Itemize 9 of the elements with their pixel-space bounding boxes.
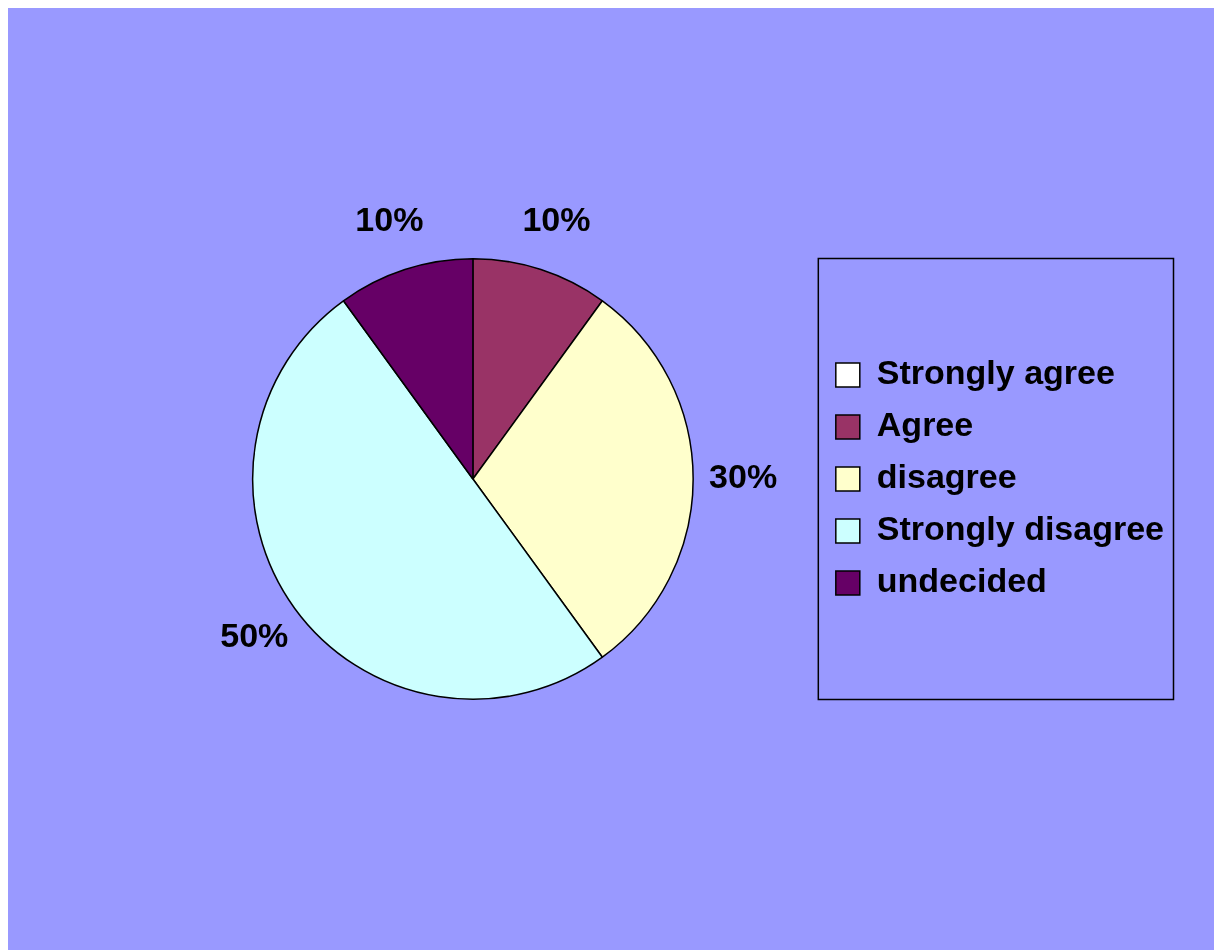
data-label: 10% bbox=[522, 200, 591, 239]
legend-label: undecided bbox=[876, 561, 1047, 600]
legend-label: disagree bbox=[876, 457, 1017, 496]
legend-label: Strongly agree bbox=[876, 353, 1115, 392]
data-label: 30% bbox=[709, 457, 778, 496]
legend-label: Strongly disagree bbox=[876, 509, 1165, 548]
data-label: 50% bbox=[220, 616, 289, 655]
legend-label: Agree bbox=[876, 405, 974, 444]
data-label: 10% bbox=[355, 200, 424, 239]
